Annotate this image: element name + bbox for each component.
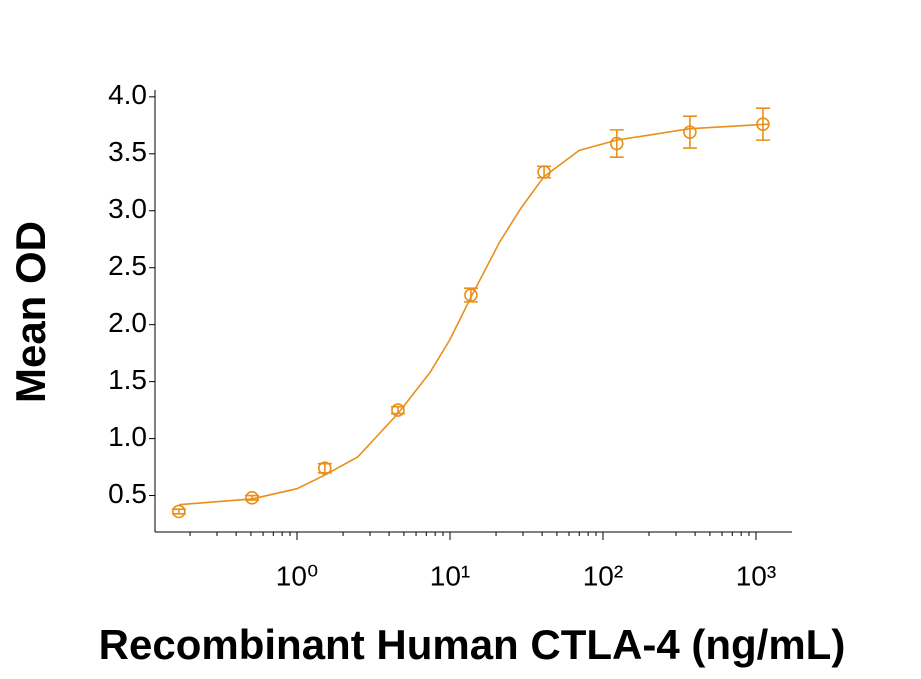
error-bar (171, 508, 186, 515)
x-tick-label: 10³ (736, 560, 776, 591)
x-tick-label: 10¹ (430, 560, 470, 591)
y-tick-label: 1.5 (108, 364, 147, 395)
error-bar (609, 129, 624, 159)
data-point (464, 288, 478, 302)
y-tick-label: 2.5 (108, 250, 147, 281)
y-axis-title: Mean OD (7, 221, 54, 403)
data-point (391, 403, 405, 417)
y-tick-label: 0.5 (108, 478, 147, 509)
data-point (172, 504, 186, 519)
x-axis-title: Recombinant Human CTLA-4 (ng/mL) (99, 621, 846, 668)
error-bar (463, 287, 478, 303)
y-tick-label: 4.0 (108, 79, 147, 110)
y-tick-label: 3.5 (108, 136, 147, 167)
x-tick-label: 10⁰ (276, 560, 318, 591)
y-tick-label: 2.0 (108, 307, 147, 338)
data-point (609, 136, 624, 151)
x-tick-label: 10² (583, 560, 623, 591)
y-tick-label: 1.0 (108, 421, 147, 452)
data-point (683, 125, 697, 139)
y-tick-label: 3.0 (108, 193, 147, 224)
fit-curve (178, 123, 769, 506)
error-bar (682, 115, 697, 149)
